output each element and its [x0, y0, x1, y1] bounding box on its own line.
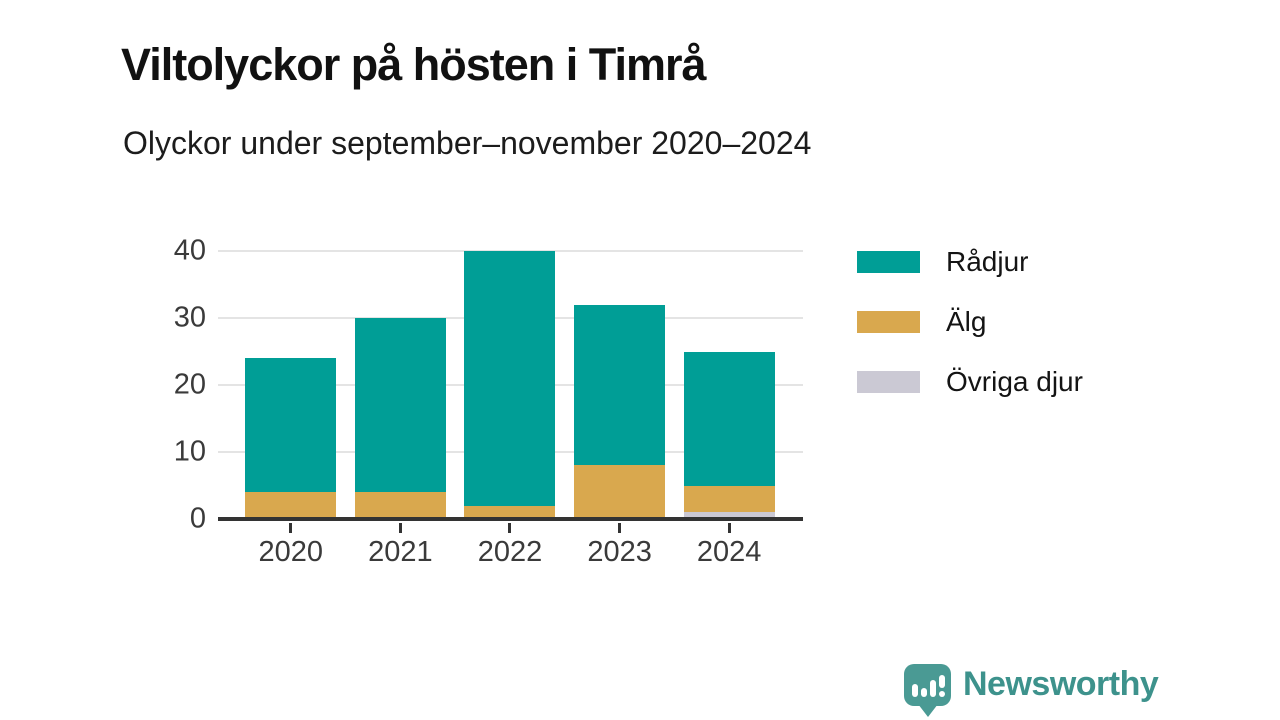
x-tick-2024: [727, 523, 731, 533]
bar-segment-2020-Älg: [245, 492, 337, 519]
newsworthy-branding: Newsworthy: [904, 664, 1159, 717]
logo-bar-icon: [921, 688, 927, 697]
x-tick-label-2023: 2023: [587, 536, 652, 568]
x-band-2022: 2022: [455, 523, 565, 567]
y-tick-label-0: 0: [189, 502, 206, 535]
legend-item-Älg: Älg: [857, 305, 1083, 338]
x-tick-2021: [398, 523, 402, 533]
x-tick-label-2024: 2024: [696, 536, 762, 568]
bar-band-2024: [674, 251, 784, 519]
speech-bubble-tail: [918, 704, 938, 717]
bar-segment-2021-Älg: [354, 492, 446, 519]
legend-label: Rådjur: [946, 246, 1029, 277]
chart-legend: Rådjur Älg Övriga djur: [857, 246, 1083, 398]
bar-segment-2024-Rådjur: [683, 351, 775, 486]
bar-segment-2021-Rådjur: [354, 318, 446, 493]
chart-plot-area: [218, 250, 803, 521]
newsworthy-wordmark: Newsworthy: [963, 665, 1159, 703]
logo-bar-icon: [930, 680, 936, 697]
bar-segment-2022-Älg: [464, 505, 556, 519]
bar-band-2023: [565, 251, 675, 519]
y-tick-label-20: 20: [173, 368, 206, 401]
stacked-bar-2020: [245, 358, 337, 519]
newsworthy-logo-icon: [904, 664, 951, 717]
logo-exclamation-icon: [939, 675, 945, 688]
legend-swatch-icon: [857, 311, 920, 334]
stacked-bar-2023: [574, 304, 666, 519]
x-band-2023: 2023: [565, 523, 675, 567]
page-title: Viltolyckor på hösten i Timrå: [121, 39, 707, 91]
legend-item-Rådjur: Rådjur: [857, 246, 1083, 278]
legend-label: Älg: [946, 305, 987, 337]
x-band-2020: 2020: [236, 523, 346, 567]
bar-band-2020: [236, 251, 346, 519]
legend-label: Övriga djur: [946, 365, 1083, 397]
legend-swatch-icon: [857, 370, 920, 393]
bar-band-2021: [346, 251, 456, 519]
bar-segment-2023-Rådjur: [574, 304, 666, 466]
chart-subtitle: Olyckor under september–november 2020–20…: [123, 125, 812, 161]
y-tick-label-10: 10: [173, 435, 206, 468]
legend-item-Övriga djur: Övriga djur: [857, 365, 1083, 398]
gridline-y40: [218, 250, 803, 252]
y-tick-label-40: 40: [173, 234, 206, 267]
bar-segment-2024-Älg: [683, 485, 775, 513]
bar-segment-2022-Rådjur: [464, 251, 556, 506]
x-tick-label-2020: 2020: [258, 536, 324, 568]
y-axis-tick-labels: 0 10 20 30 40: [130, 236, 206, 533]
stacked-bar-2022: [464, 251, 556, 519]
x-tick-label-2021: 2021: [368, 536, 433, 568]
x-tick-2022: [508, 523, 512, 533]
x-tick-2023: [618, 523, 622, 533]
x-band-2021: 2021: [346, 523, 456, 567]
legend-swatch-icon: [857, 251, 920, 274]
stacked-bar-2021: [354, 318, 446, 519]
logo-bar-icon: [912, 684, 918, 697]
stacked-bar-2024: [683, 351, 775, 519]
bar-group: [236, 251, 784, 519]
bar-band-2022: [455, 251, 565, 519]
x-axis-line: [218, 517, 803, 521]
x-tick-2020: [289, 523, 293, 533]
logo-exclamation-icon: [939, 691, 945, 697]
y-tick-label-30: 30: [173, 301, 206, 334]
bar-segment-2023-Älg: [574, 465, 666, 519]
x-band-2024: 2024: [674, 523, 784, 567]
bar-segment-2024-Övriga djur: [683, 512, 775, 519]
bar-segment-2020-Rådjur: [245, 358, 337, 493]
x-axis: 2020 2021 2022 2023 2024: [236, 523, 784, 567]
x-tick-label-2022: 2022: [477, 536, 543, 568]
